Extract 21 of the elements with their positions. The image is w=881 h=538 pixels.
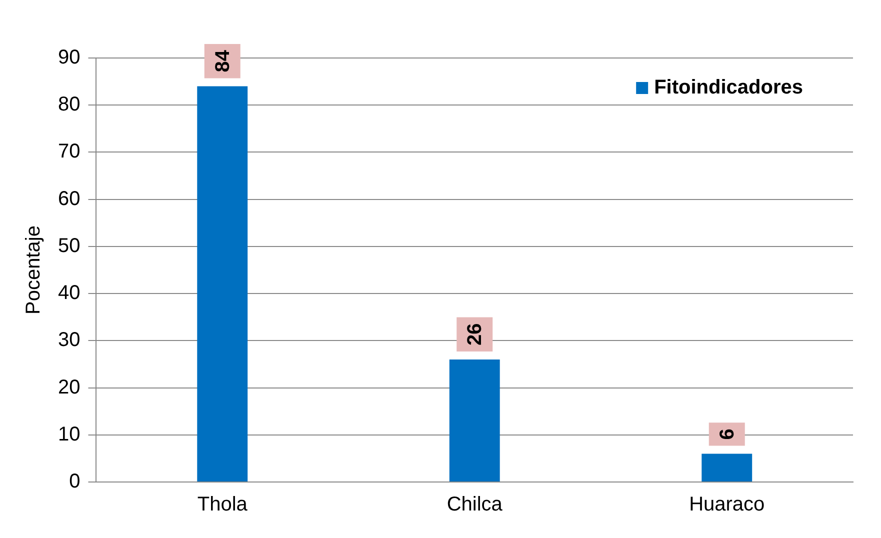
- y-tick-label: 80: [58, 94, 80, 116]
- data-label: 84: [212, 49, 234, 72]
- y-tick-label: 50: [58, 234, 80, 257]
- data-label: 6: [716, 428, 738, 440]
- legend-label: Fitoindicadores: [654, 76, 803, 99]
- y-tick-label: 20: [58, 376, 80, 398]
- y-tick-label: 0: [69, 470, 80, 493]
- y-tick-label: 10: [58, 423, 80, 446]
- data-label: 26: [464, 323, 486, 346]
- y-tick-label: 40: [58, 282, 80, 304]
- y-tick-label: 60: [58, 188, 80, 210]
- y-tick-label: 90: [58, 46, 80, 69]
- y-axis-title: Pocentaje: [22, 226, 45, 314]
- y-tick-label: 70: [58, 140, 80, 163]
- bar: [449, 360, 500, 482]
- x-tick-label: Thola: [197, 494, 248, 516]
- x-tick-label: Chilca: [446, 494, 504, 516]
- bar: [197, 86, 248, 482]
- x-tick-label: Huaraco: [689, 494, 765, 516]
- y-tick-label: 30: [58, 329, 80, 352]
- bar: [702, 454, 752, 482]
